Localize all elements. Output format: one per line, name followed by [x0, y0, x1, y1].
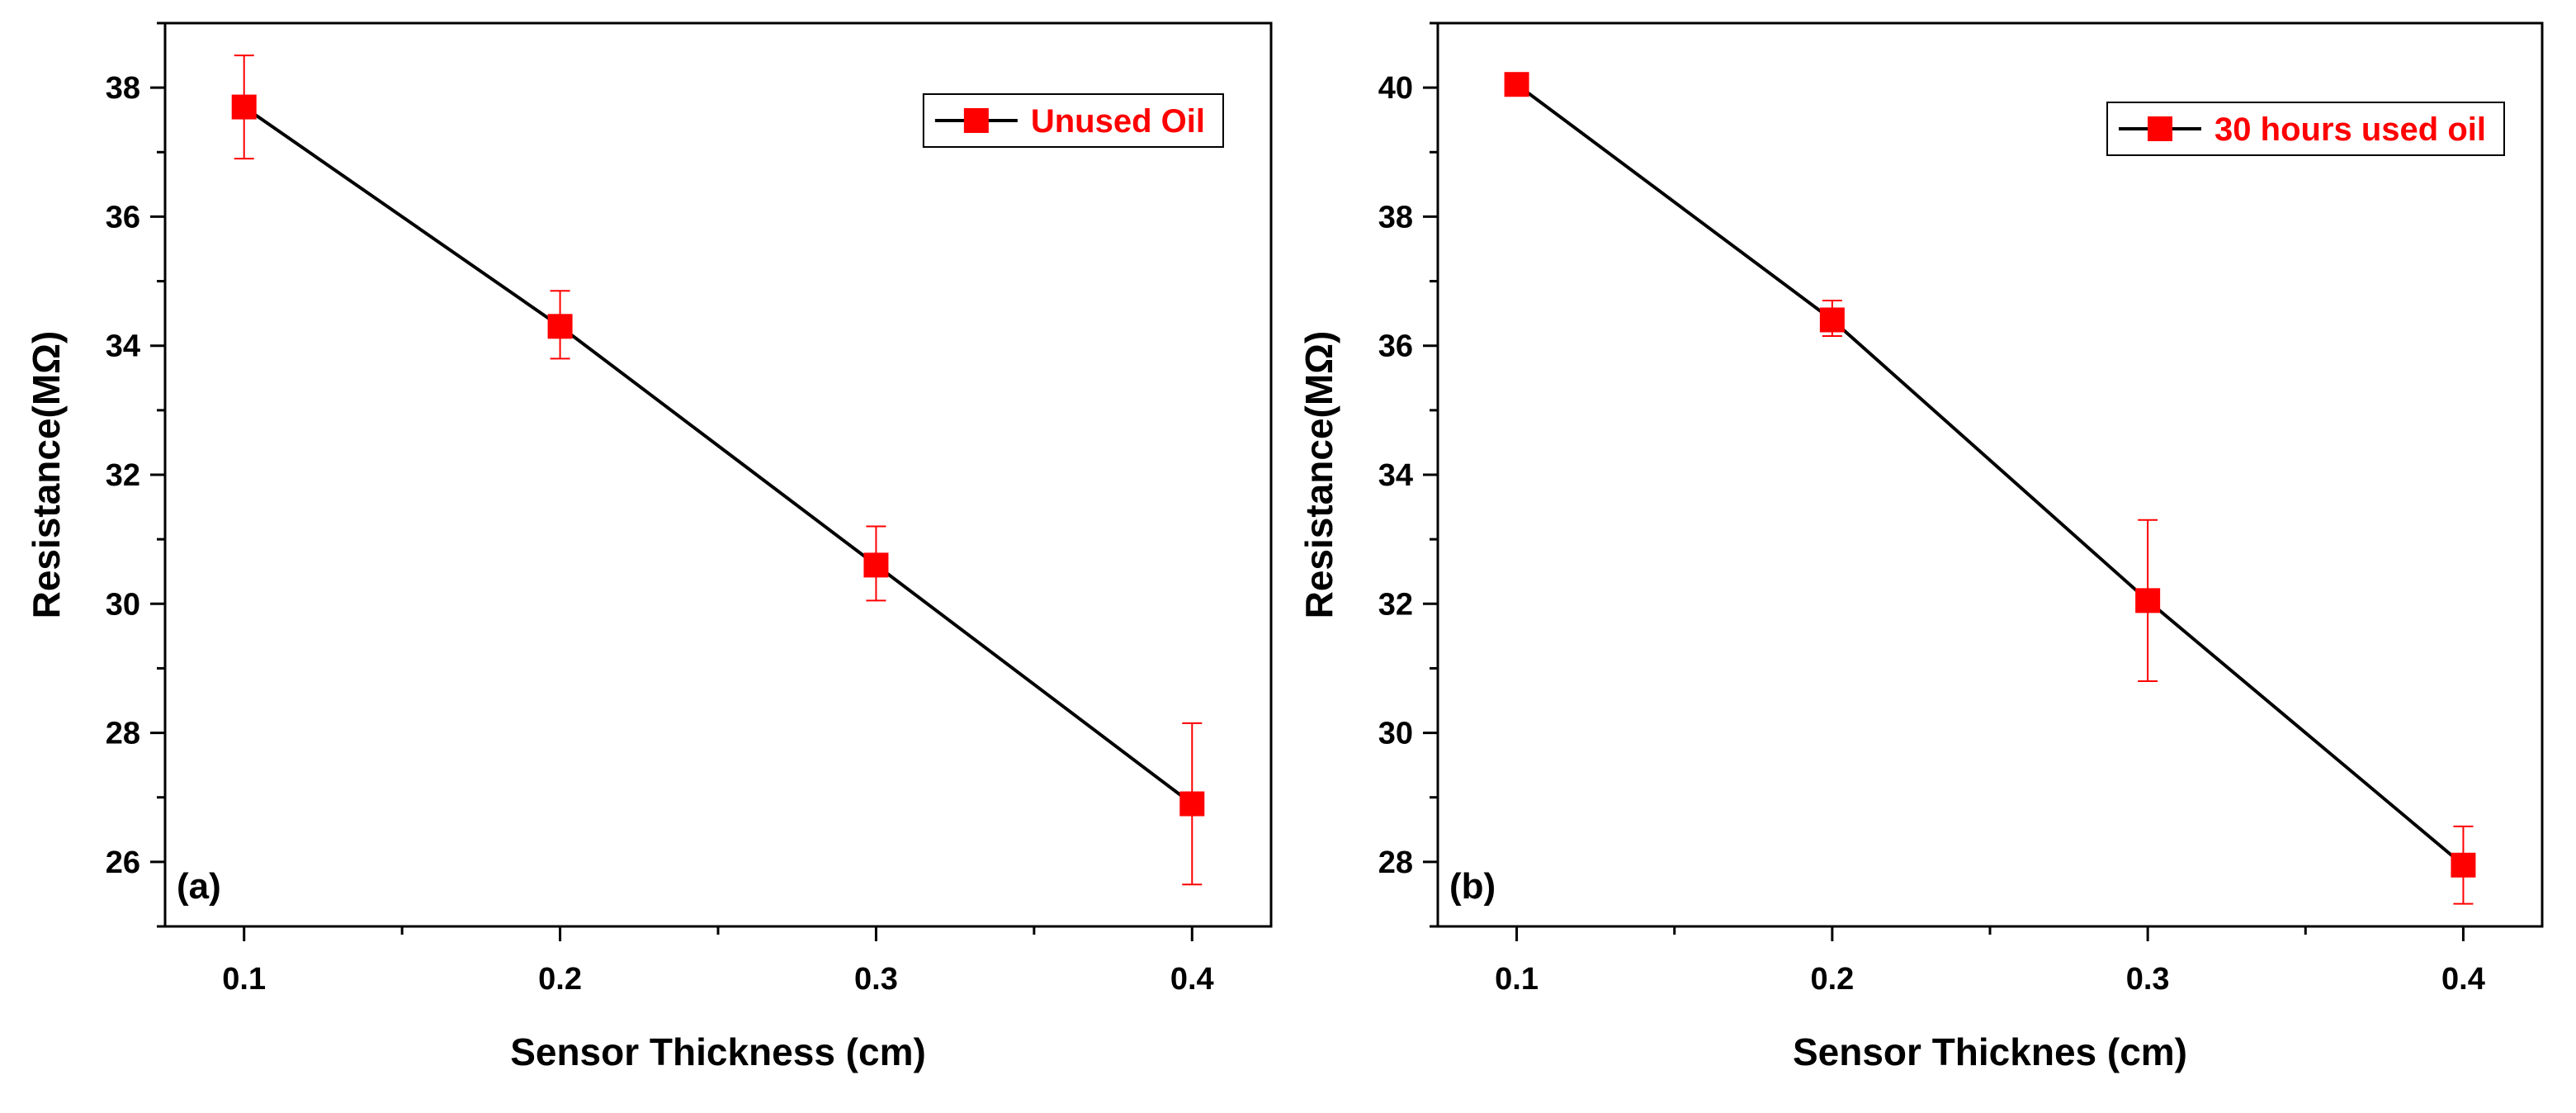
data-point-marker	[2451, 852, 2476, 878]
data-point-marker	[1179, 791, 1205, 817]
data-point-marker	[1504, 72, 1529, 97]
y-tick-label: 40	[1378, 71, 1413, 106]
x-tick-label: 0.2	[538, 962, 582, 997]
legend: 30 hours used oil	[2106, 102, 2505, 156]
panel-label: (b)	[1449, 866, 1496, 907]
y-tick-label: 34	[1378, 458, 1413, 493]
y-tick-label: 36	[106, 200, 140, 234]
x-tick-label: 0.1	[222, 962, 266, 997]
legend-label: Unused Oil	[1031, 103, 1205, 140]
legend-marker-swatch	[2148, 116, 2173, 141]
x-tick-label: 0.2	[1810, 962, 1854, 997]
x-tick-label: 0.3	[854, 962, 898, 997]
y-tick-label: 30	[1378, 717, 1413, 751]
y-tick-label: 26	[106, 845, 140, 880]
series-line	[243, 105, 1193, 806]
x-axis-title: Sensor Thicknes (cm)	[1793, 1030, 2187, 1073]
legend-label: 30 hours used oil	[2214, 111, 2486, 148]
y-axis-title: Resistance(MΩ)	[25, 331, 68, 619]
series-line	[1515, 83, 2465, 867]
x-tick-label: 0.4	[2441, 962, 2485, 997]
y-tick-label: 34	[106, 329, 140, 364]
data-point-marker	[2135, 588, 2161, 613]
y-tick-label: 38	[1378, 200, 1413, 234]
data-point-marker	[231, 94, 257, 120]
x-tick-label: 0.1	[1495, 962, 1539, 997]
y-tick-label: 28	[106, 717, 140, 751]
y-tick-label: 30	[106, 587, 140, 622]
y-tick-label: 28	[1378, 845, 1413, 880]
x-tick-label: 0.4	[1170, 962, 1214, 997]
chart-panel-b: 0.1 0.2 0.3 0.4 28 30 32 34 36 38 40 Sensor Thickne…	[1297, 21, 2544, 1073]
y-tick-label: 32	[106, 458, 140, 493]
x-axis-title: Sensor Thickness (cm)	[510, 1030, 926, 1073]
panel-label: (a)	[177, 866, 221, 907]
data-point-marker	[863, 552, 889, 578]
data-point-marker	[547, 314, 573, 339]
legend: Unused Oil	[922, 93, 1224, 148]
y-axis-title: Resistance(MΩ)	[1297, 331, 1340, 619]
x-tick-label: 0.3	[2126, 962, 2170, 997]
chart-panel-a: 0.1 0.2 0.3 0.4 26 28 30 32 34 36 38 Sensor Thickne…	[25, 21, 1273, 1073]
y-tick-label: 38	[106, 71, 140, 106]
plot-frame	[163, 21, 1273, 928]
y-tick-label: 36	[1378, 329, 1413, 364]
y-tick-label: 32	[1378, 587, 1413, 622]
data-point-marker	[1819, 307, 1845, 333]
legend-marker-swatch	[963, 108, 989, 133]
